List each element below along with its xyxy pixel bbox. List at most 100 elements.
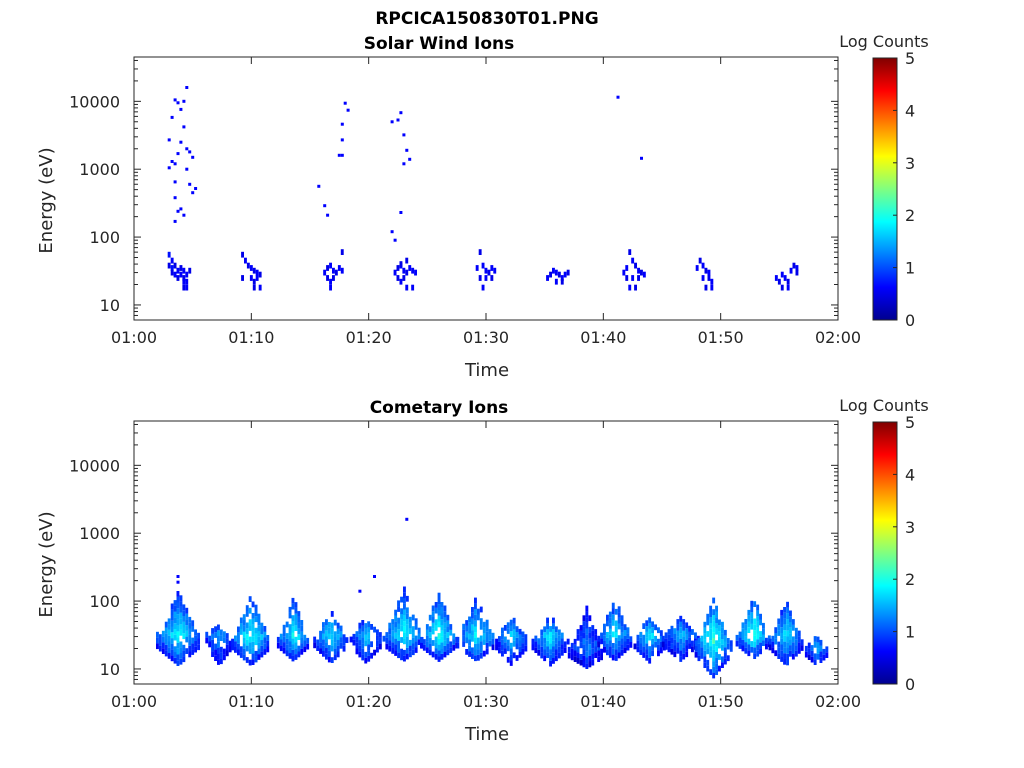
data-cell	[437, 633, 441, 639]
data-cell	[816, 636, 820, 643]
data-cell	[620, 632, 624, 639]
data-cell	[437, 656, 441, 662]
y-axis-label: Energy (eV)	[36, 511, 57, 617]
data-cell	[807, 654, 811, 660]
data-cell	[723, 641, 727, 648]
data-cell	[364, 651, 368, 658]
data-cell	[786, 601, 789, 608]
data-cell	[245, 622, 249, 629]
data-cell	[709, 651, 713, 658]
data-cell	[242, 648, 246, 655]
data-cell	[342, 640, 346, 646]
data-cell	[182, 610, 186, 616]
data-cell	[211, 639, 214, 646]
data-cell	[603, 629, 606, 636]
data-cell	[789, 650, 792, 657]
data-cell	[355, 648, 359, 655]
data-cell	[475, 265, 479, 271]
data-cell	[288, 630, 292, 636]
data-cell	[257, 636, 261, 643]
data-cell	[158, 640, 162, 646]
data-cell	[759, 642, 762, 649]
data-cell	[396, 265, 400, 271]
colorbar-tick-label: 3	[905, 154, 915, 173]
data-cell	[468, 628, 471, 634]
data-cell	[777, 630, 781, 636]
data-cell	[437, 650, 441, 657]
data-cell	[245, 628, 249, 635]
data-cell	[188, 634, 192, 640]
data-cell	[521, 631, 525, 638]
data-cell	[570, 642, 574, 649]
data-cell	[217, 636, 220, 642]
data-cell	[481, 284, 485, 291]
data-cell	[822, 654, 826, 661]
data-cell	[294, 602, 298, 608]
data-cell	[476, 614, 480, 621]
data-cell	[549, 626, 552, 632]
data-cell	[537, 649, 541, 656]
data-cell	[797, 630, 801, 637]
data-cell	[482, 627, 486, 634]
data-cell	[750, 646, 754, 653]
x-tick-label: 01:00	[111, 692, 157, 711]
data-cell	[697, 655, 701, 662]
x-tick-label: 01:10	[228, 692, 274, 711]
data-cell	[211, 628, 214, 634]
data-cell	[185, 278, 189, 285]
data-cell	[723, 647, 727, 653]
data-cell	[254, 650, 258, 657]
data-cell	[791, 648, 795, 654]
data-cell	[791, 636, 795, 643]
data-cell	[756, 650, 760, 657]
data-cell	[394, 627, 398, 633]
data-cell	[747, 615, 751, 622]
data-cell	[479, 618, 483, 624]
data-cell	[239, 652, 243, 658]
data-cell	[679, 650, 683, 657]
colorbar-tick-label: 2	[905, 206, 915, 225]
data-cell	[249, 275, 253, 281]
data-cell	[611, 643, 615, 649]
data-cell	[228, 646, 232, 653]
data-cell	[482, 639, 486, 645]
data-cell	[403, 626, 406, 633]
data-cell	[443, 640, 447, 646]
data-cell	[789, 627, 792, 634]
data-cell	[816, 648, 820, 654]
panel-solar-wind-ions: 01:00 01:10 01:20 01:30 01:40 01:50 02:0010100…	[36, 32, 929, 381]
data-cell	[557, 629, 561, 636]
data-cell	[636, 634, 640, 641]
data-cell	[167, 653, 171, 659]
data-cell	[294, 607, 298, 614]
data-cell	[288, 635, 292, 642]
data-cell	[753, 641, 757, 648]
data-cell	[405, 595, 409, 602]
data-cell	[194, 629, 197, 636]
data-cell	[642, 634, 646, 641]
data-cell	[399, 278, 403, 285]
data-cell	[288, 653, 292, 659]
data-cell	[364, 623, 368, 629]
data-cell	[750, 618, 754, 624]
data-cell	[431, 622, 435, 629]
data-point	[173, 219, 177, 223]
data-cell	[491, 638, 495, 645]
data-cell	[579, 630, 583, 637]
y-tick-label: 100	[89, 592, 120, 611]
data-cell	[679, 633, 683, 639]
data-cell	[715, 605, 718, 612]
data-cell	[297, 634, 301, 640]
data-cell	[611, 654, 615, 661]
data-cell	[524, 645, 528, 652]
data-cell	[251, 636, 255, 642]
data-cell	[393, 269, 397, 276]
data-cell	[634, 262, 637, 269]
data-cell	[524, 634, 528, 640]
data-cell	[506, 639, 510, 646]
data-cell	[657, 638, 660, 645]
data-cell	[741, 639, 745, 646]
data-cell	[682, 619, 686, 625]
data-cell	[325, 653, 328, 660]
data-cell	[476, 649, 480, 655]
